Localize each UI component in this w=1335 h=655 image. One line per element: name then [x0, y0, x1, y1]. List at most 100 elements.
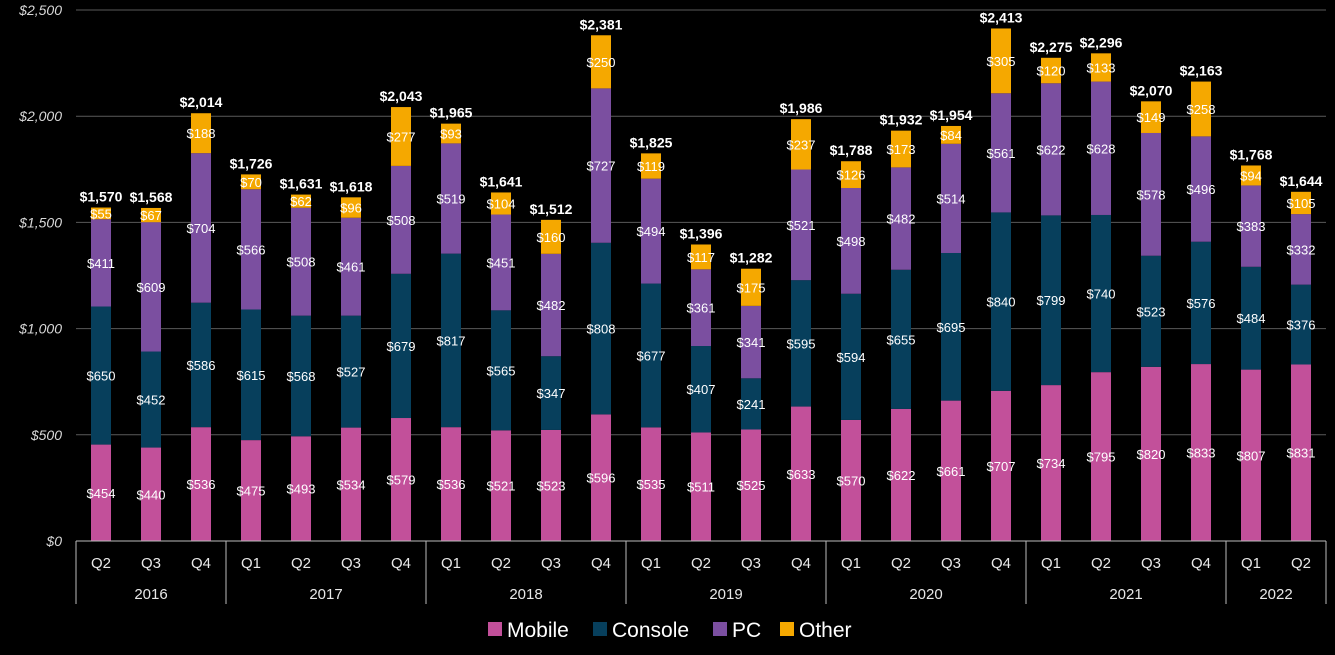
data-label-console: $808 [587, 322, 616, 337]
bar-segment-mobile [591, 414, 611, 541]
bar-segment-other [891, 130, 911, 168]
data-label-mobile: $511 [687, 480, 715, 495]
bar-segment-pc [141, 222, 161, 352]
data-label-pc: $704 [187, 221, 216, 236]
data-label-console: $452 [137, 393, 166, 408]
total-label: $2,413 [980, 9, 1023, 25]
data-label-mobile: $525 [737, 478, 766, 493]
x-tick-label-quarter: Q3 [1141, 555, 1161, 572]
y-tick-label: $2,000 [18, 108, 62, 124]
bar-segment-console [241, 309, 261, 441]
bar-segment-pc [1141, 132, 1161, 256]
legend-label-mobile: Mobile [507, 619, 569, 642]
data-label-other: $93 [440, 127, 462, 142]
data-label-pc: $332 [1287, 242, 1316, 257]
total-label: $1,965 [430, 105, 473, 121]
data-label-other: $67 [140, 208, 162, 223]
total-label: $2,043 [380, 88, 423, 104]
bar-stack: $831 $376 $332 $105 $1,644 [1280, 173, 1323, 541]
total-label: $1,570 [80, 189, 123, 205]
data-label-console: $565 [487, 363, 516, 378]
bar-segment-mobile [291, 436, 311, 541]
total-label: $2,275 [1030, 39, 1073, 55]
data-label-mobile: $795 [1087, 450, 1116, 465]
total-label: $1,568 [130, 189, 173, 205]
x-tick-label-year: 2020 [909, 586, 942, 603]
bar-segment-pc [791, 169, 811, 281]
x-tick-label-quarter: Q4 [391, 555, 411, 572]
bar-segment-console [1191, 241, 1211, 365]
data-label-pc: $609 [137, 280, 166, 295]
bar-segment-pc [191, 153, 211, 303]
data-label-mobile: $707 [987, 459, 1016, 474]
data-label-console: $576 [1187, 296, 1216, 311]
bar-segment-console [791, 280, 811, 407]
data-label-mobile: $596 [587, 471, 616, 486]
bar-segment-console [191, 302, 211, 428]
total-label: $1,986 [780, 100, 823, 116]
data-label-mobile: $454 [87, 486, 116, 501]
legend-swatch-other [780, 622, 794, 636]
x-tick-label-quarter: Q4 [191, 555, 211, 572]
bar-segment-console [741, 378, 761, 430]
bar-stack: $807 $484 $383 $94 $1,768 [1230, 146, 1273, 541]
data-label-other: $175 [737, 280, 766, 295]
data-label-mobile: $493 [287, 482, 316, 497]
data-label-pc: $482 [887, 212, 916, 227]
bar-segment-pc [941, 143, 961, 253]
total-label: $1,512 [530, 201, 573, 217]
bar-segment-other [441, 123, 461, 144]
total-label: $1,788 [830, 142, 873, 158]
data-label-other: $120 [1037, 64, 1066, 79]
data-label-console: $347 [537, 386, 566, 401]
bar-segment-console [941, 252, 961, 401]
bar-segment-pc [691, 269, 711, 347]
data-label-mobile: $579 [387, 473, 416, 488]
bar-stack: $523 $347 $482 $160 $1,512 [530, 201, 573, 541]
total-label: $2,296 [1080, 34, 1123, 50]
data-label-pc: $727 [587, 159, 616, 174]
data-label-console: $586 [187, 358, 216, 373]
x-tick-label-quarter: Q2 [691, 555, 711, 572]
data-label-mobile: $521 [487, 479, 516, 494]
data-label-pc: $561 [987, 146, 1016, 161]
bar-segment-mobile [541, 429, 561, 541]
data-label-pc: $578 [1137, 187, 1166, 202]
bar-segment-mobile [741, 429, 761, 541]
x-tick-label-year: 2016 [134, 586, 167, 603]
bar-segment-console [141, 351, 161, 448]
x-tick-label-quarter: Q2 [291, 555, 311, 572]
bar-segment-console [491, 310, 511, 431]
data-label-pc: $622 [1037, 142, 1066, 157]
bar-stack: $493 $568 $508 $62 $1,631 [280, 176, 323, 541]
x-tick-label-quarter: Q4 [591, 555, 611, 572]
x-tick-label-quarter: Q1 [1241, 555, 1261, 572]
bar-segment-console [1291, 284, 1311, 365]
data-label-mobile: $535 [637, 477, 666, 492]
data-label-other: $84 [940, 128, 962, 143]
bar-segment-other [341, 197, 361, 218]
data-label-other: $133 [1087, 60, 1116, 75]
bar-segment-mobile [441, 427, 461, 541]
bar-segment-other [791, 119, 811, 170]
bar-segment-console [341, 315, 361, 428]
x-tick-label-quarter: Q4 [991, 555, 1011, 572]
x-tick-label-year: 2018 [509, 586, 542, 603]
bar-segment-mobile [941, 400, 961, 541]
data-label-other: $277 [387, 129, 416, 144]
gridlines [76, 9, 1326, 436]
bar-stack: $475 $615 $566 $70 $1,726 [230, 155, 273, 541]
bar-segment-pc [591, 88, 611, 243]
y-tick-label: $1,500 [18, 214, 62, 230]
bar-stack: $521 $565 $451 $104 $1,641 [480, 173, 523, 541]
bar-segment-mobile [191, 427, 211, 541]
y-axis-tick-labels: $0 $500 $1,000 $1,500 $2,000 $2,500 [18, 2, 62, 549]
total-label: $1,631 [280, 176, 323, 192]
bar-stack: $579 $679 $508 $277 $2,043 [380, 88, 423, 541]
total-label: $2,163 [1180, 63, 1223, 79]
legend-swatch-pc [713, 622, 727, 636]
bar-segment-other [1291, 191, 1311, 215]
bar-segment-pc [241, 189, 261, 310]
bar-segment-other [191, 113, 211, 154]
